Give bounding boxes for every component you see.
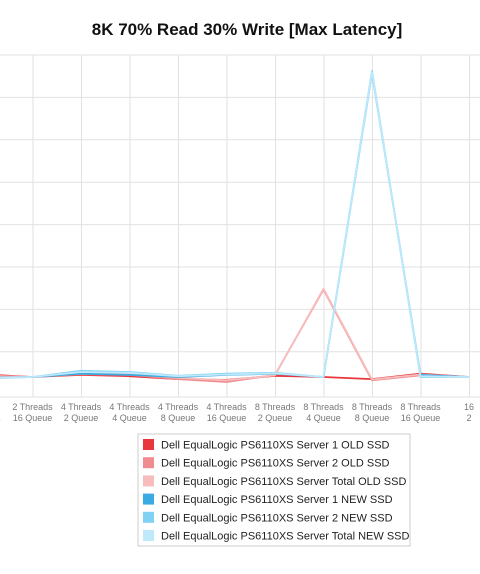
legend-swatch [143, 530, 154, 541]
x-tick-label: 2 Threads 16 Queue [12, 402, 53, 423]
legend: Dell EqualLogic PS6110XS Server 1 OLD SS… [137, 433, 411, 547]
x-tick-label: 8 Threads 16 Queue [400, 402, 441, 423]
legend-label: Dell EqualLogic PS6110XS Server 1 NEW SS… [161, 494, 393, 506]
legend-label: Dell EqualLogic PS6110XS Server Total OL… [161, 476, 406, 488]
series-lines [0, 70, 470, 383]
x-tick-label: 16 2 [464, 402, 474, 423]
legend-swatch [143, 439, 154, 450]
series-line-6 [0, 71, 470, 379]
legend-box [137, 433, 411, 547]
x-tick-label: ThreadsQueue [0, 413, 1, 434]
x-tick-label: 4 Threads 4 Queue [109, 402, 150, 423]
legend-swatch [143, 493, 154, 505]
grid-lines [0, 54, 480, 398]
x-tick-label: 8 Threads 8 Queue [352, 402, 393, 423]
series-line-4 [0, 72, 470, 379]
legend-swatch [143, 457, 154, 469]
legend-swatch [143, 475, 154, 487]
legend-label: Dell EqualLogic PS6110XS Server 1 OLD SS… [161, 440, 390, 452]
x-tick-label: 8 Threads 4 Queue [303, 402, 344, 423]
x-tick-label: 4 Threads 16 Queue [206, 402, 247, 423]
x-tick-label: 4 Threads 8 Queue [158, 402, 199, 423]
legend-label: Dell EqualLogic PS6110XS Server 2 NEW SS… [161, 512, 393, 524]
x-tick-label: 8 Threads 2 Queue [255, 402, 296, 423]
series-line-3 [0, 287, 470, 382]
x-tick-label: 4 Threads 2 Queue [61, 402, 102, 423]
chart-title: 8K 70% Read 30% Write [Max Latency] [92, 20, 403, 39]
legend-label: Dell EqualLogic PS6110XS Server 2 OLD SS… [161, 458, 390, 470]
legend-label: Dell EqualLogic PS6110XS Server Total NE… [161, 531, 409, 543]
series-line-2 [0, 288, 470, 383]
legend-swatch [143, 511, 154, 523]
